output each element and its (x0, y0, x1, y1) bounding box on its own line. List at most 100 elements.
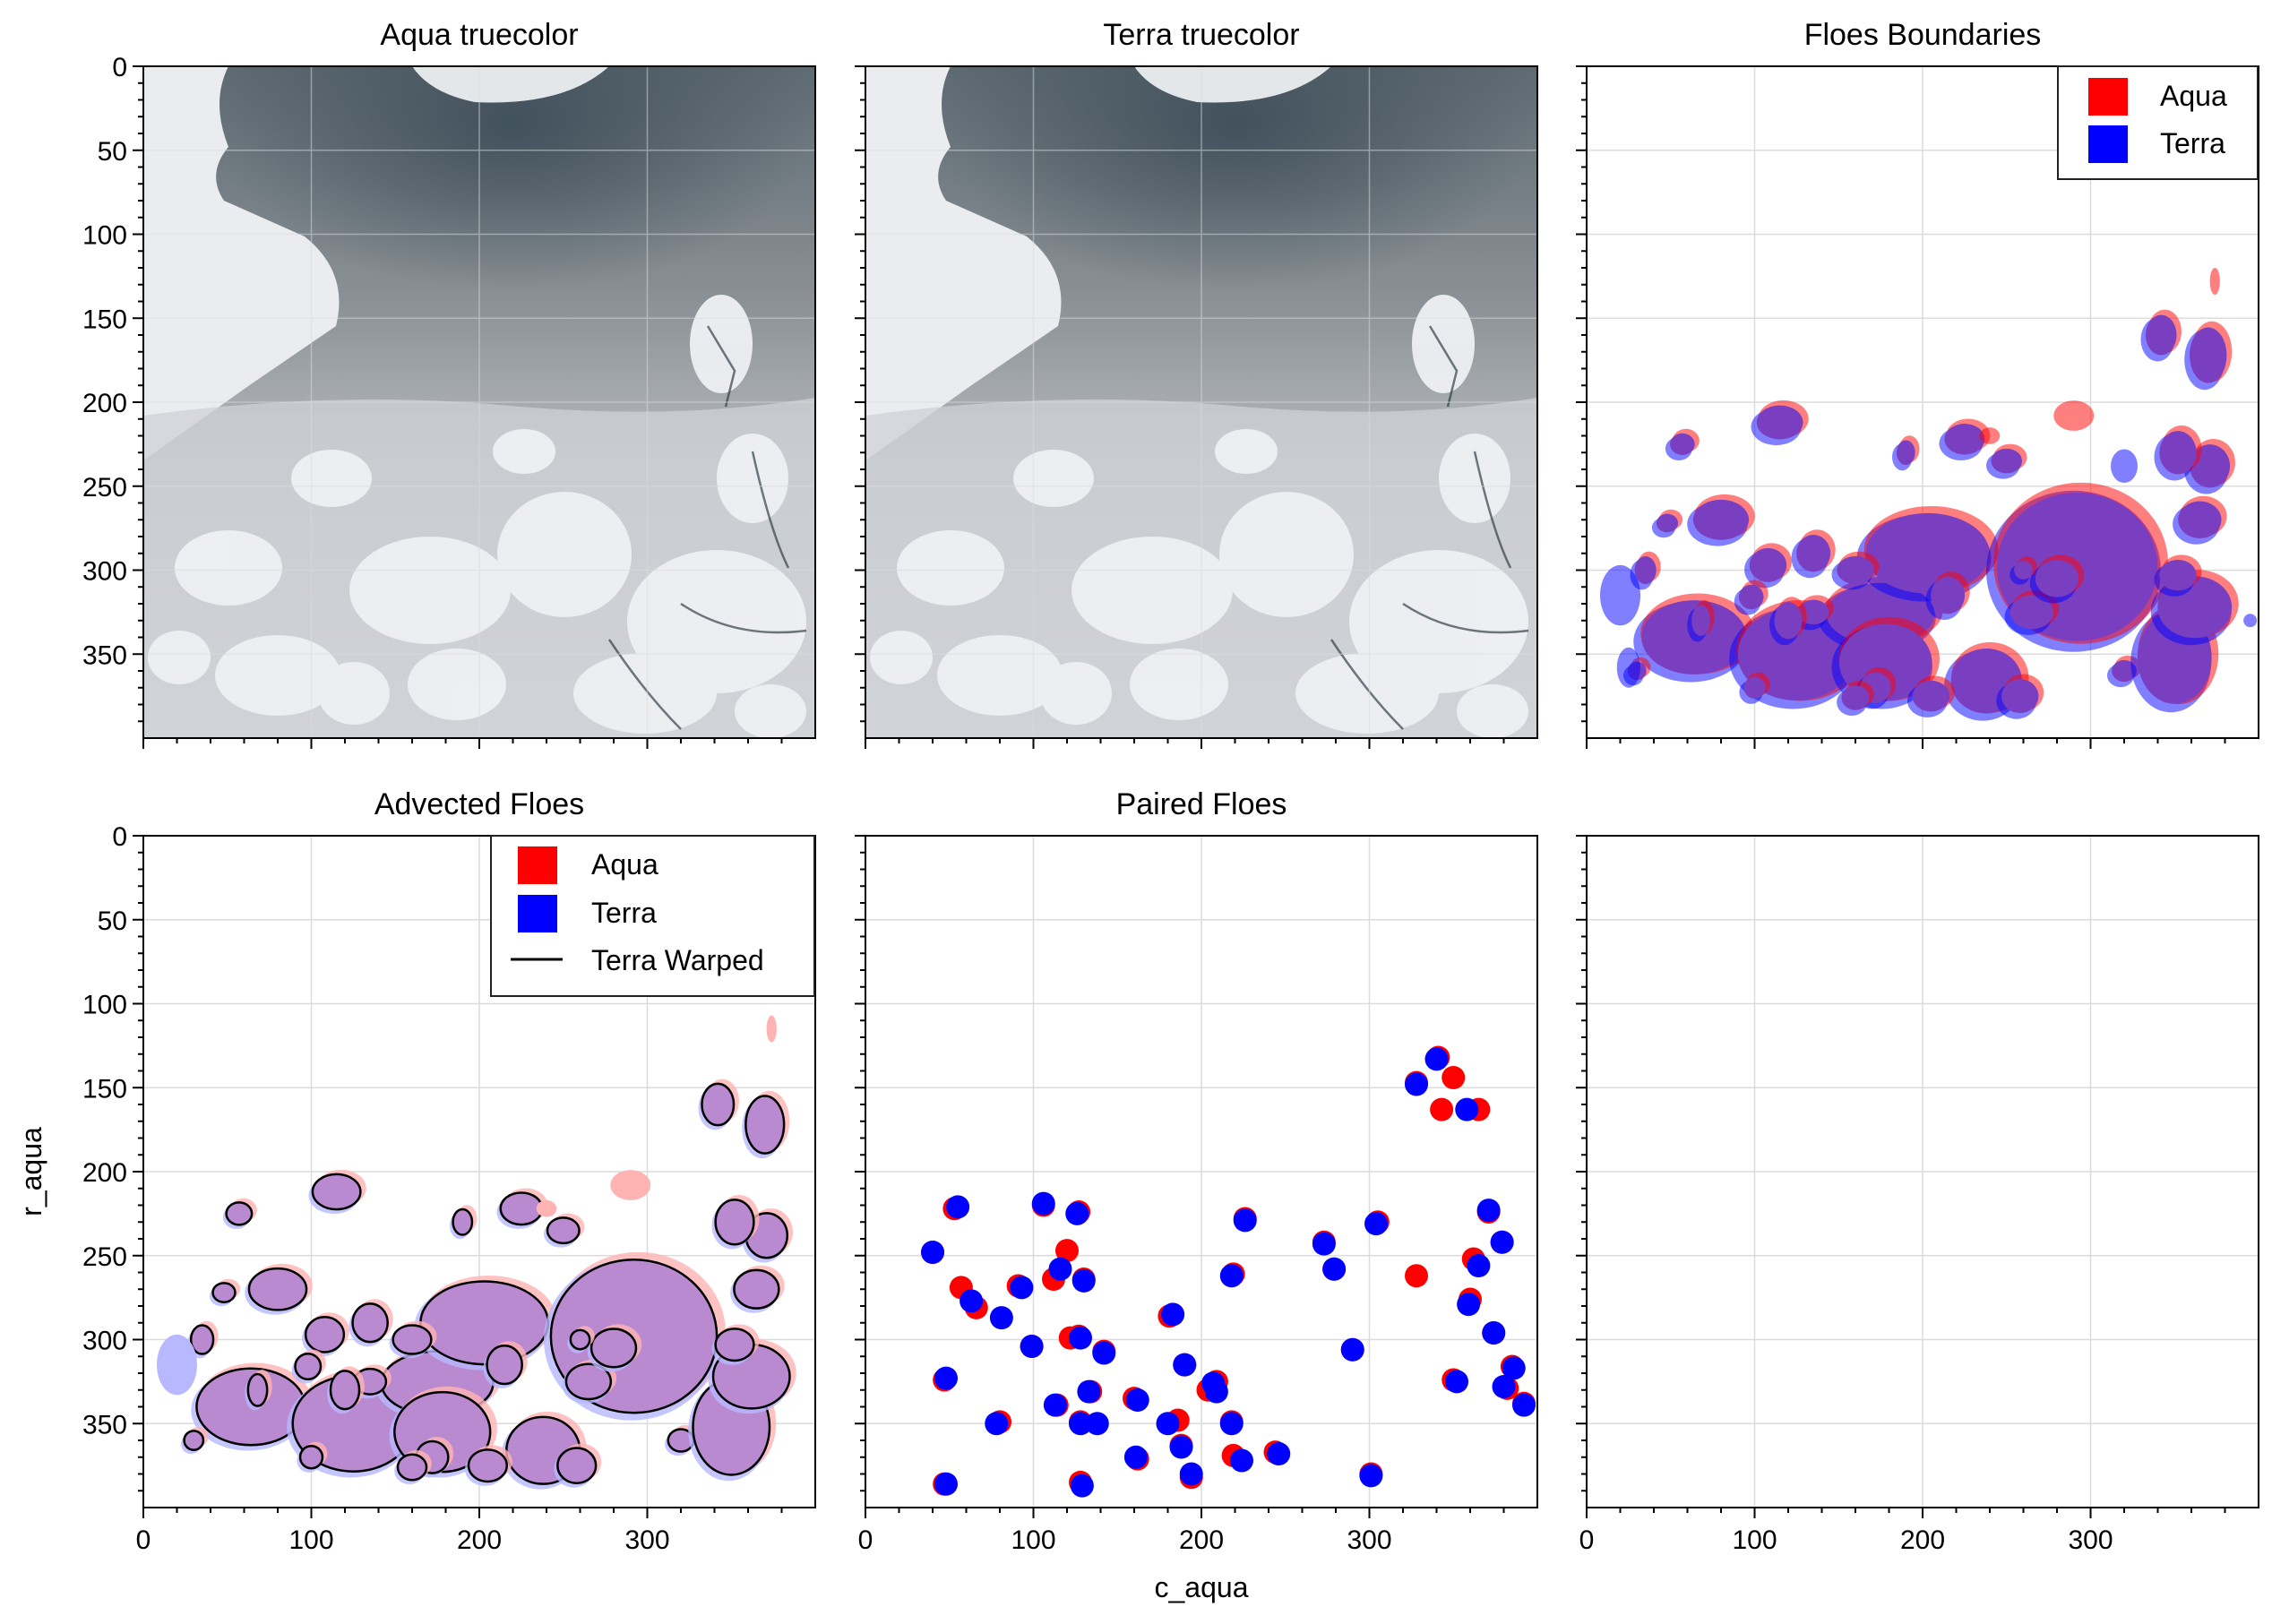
overlap-floe (2159, 431, 2197, 475)
terra-warped-floe (351, 1302, 389, 1344)
y-tick-label: 50 (98, 907, 127, 936)
unpaired-floe (2243, 614, 2258, 628)
overlap-floe (1944, 424, 1985, 455)
unpaired-floe (1616, 647, 1640, 688)
terra-point (1069, 1326, 1092, 1350)
terra-point (985, 1412, 1009, 1436)
terra-warped-floe (556, 1447, 598, 1484)
overlap-floe (2112, 659, 2137, 683)
overlap-floe (1896, 440, 1915, 466)
terra-point (1010, 1276, 1034, 1300)
legend-swatch-terra (518, 895, 557, 932)
axes-layer: 0 50 100 150 200 250 300 350 0 50 100 150 200 250 300 3… (82, 53, 2259, 1555)
overlap-floe (2035, 560, 2079, 597)
panel-title-advected: Advected Floes (374, 787, 584, 821)
terra-point (1457, 1293, 1481, 1317)
terra-warped-floe (304, 1316, 346, 1353)
terra-point (1048, 1257, 1072, 1281)
terra-warped-floe (247, 1267, 308, 1311)
terra-point (1482, 1321, 1506, 1345)
y-tick-label: 200 (82, 1158, 127, 1188)
terra-point (1071, 1268, 1096, 1293)
y-tick-label: 150 (82, 305, 127, 334)
overlap-floe (2190, 327, 2227, 383)
legend-label-terra: Terra (2160, 127, 2225, 159)
terra-point (1322, 1257, 1347, 1281)
x-tick-label: 100 (288, 1525, 333, 1555)
y-tick-label: 250 (82, 1242, 127, 1272)
terra-point (1156, 1412, 1180, 1436)
terra-point (1077, 1379, 1101, 1404)
terra-point (1031, 1191, 1055, 1216)
terra-warped-floe (486, 1345, 523, 1386)
aqua-point (1442, 1066, 1466, 1089)
terra-point (1125, 1388, 1149, 1412)
terra-point (1359, 1464, 1383, 1488)
terra-point (934, 1366, 958, 1390)
overlap-floe (1743, 676, 1766, 699)
y-tick-label: 350 (82, 640, 127, 670)
terra-point (921, 1241, 944, 1264)
terra-warped-floe (419, 1280, 550, 1366)
terra-point (1445, 1370, 1468, 1394)
legend-advected-floes: Aqua Terra Terra Warped (490, 835, 815, 997)
grid-lines-5 (1587, 836, 2259, 1508)
overlap-floe (2014, 561, 2033, 580)
overlap-floe (1749, 547, 1787, 582)
overlap-floe (1756, 405, 1803, 440)
terra-point (1169, 1435, 1193, 1459)
terra-point (1219, 1412, 1244, 1436)
aqua-point (1055, 1239, 1079, 1263)
aqua-point (1405, 1264, 1428, 1288)
terra-point (1405, 1072, 1428, 1096)
terra-point (1455, 1097, 1479, 1121)
terra-point (1233, 1208, 1257, 1233)
overlap-floe (1991, 448, 2022, 474)
x-tick-label: 200 (457, 1525, 502, 1555)
y-tick-label: 350 (82, 1410, 127, 1439)
overlap-floe (1841, 685, 1870, 710)
terra-point (989, 1306, 1013, 1330)
terra-point (1467, 1254, 1491, 1277)
overlap-floe (1634, 555, 1657, 585)
terra-warped-floe (546, 1216, 581, 1245)
terra-point (1123, 1445, 1148, 1469)
unpaired-floe (610, 1170, 651, 1200)
terra-warped-floe (467, 1448, 508, 1483)
x-tick-label: 0 (1579, 1525, 1595, 1555)
terra-warped-floe (311, 1173, 362, 1211)
legend-floes-boundaries: Aqua Terra (2057, 65, 2259, 180)
terra-warped-floe (564, 1362, 613, 1401)
terra-point (1179, 1462, 1203, 1486)
legend-label-aqua: Aqua (2160, 80, 2227, 112)
terra-warped-floe (392, 1324, 433, 1355)
legend-swatch-aqua (518, 846, 557, 884)
terra-point (1424, 1047, 1449, 1071)
legend-swatch-terra (2088, 125, 2128, 163)
overlap-floe (1865, 512, 1990, 594)
x-tick-label: 200 (1900, 1525, 1945, 1555)
terra-warped-floe (714, 1199, 755, 1246)
terra-warped-floe (452, 1207, 474, 1236)
terra-point (1340, 1337, 1364, 1362)
x-tick-label: 0 (858, 1525, 874, 1555)
terra-warped-floe (701, 1082, 736, 1127)
paired-floes-panel (865, 836, 1537, 1508)
terra-point (1069, 1412, 1092, 1436)
unpaired-floe (1600, 564, 1640, 626)
overlap-floe (1738, 584, 1764, 610)
y-tick-label: 0 (112, 822, 127, 852)
terra-point (1490, 1230, 1514, 1254)
paired-floes-scatter (921, 1045, 1536, 1498)
overlap-floe (1670, 433, 1695, 455)
terra-warped-floe (183, 1430, 205, 1451)
terra-point (1230, 1448, 1253, 1473)
unpaired-floe (2209, 268, 2220, 295)
terra-point (934, 1472, 958, 1496)
overlap-floe (1931, 576, 1966, 614)
floes-boundaries-panel (1587, 66, 2259, 738)
terra-point (1204, 1379, 1228, 1404)
grid-lines-4 (865, 836, 1537, 1508)
x-tick-label: 100 (1732, 1525, 1777, 1555)
